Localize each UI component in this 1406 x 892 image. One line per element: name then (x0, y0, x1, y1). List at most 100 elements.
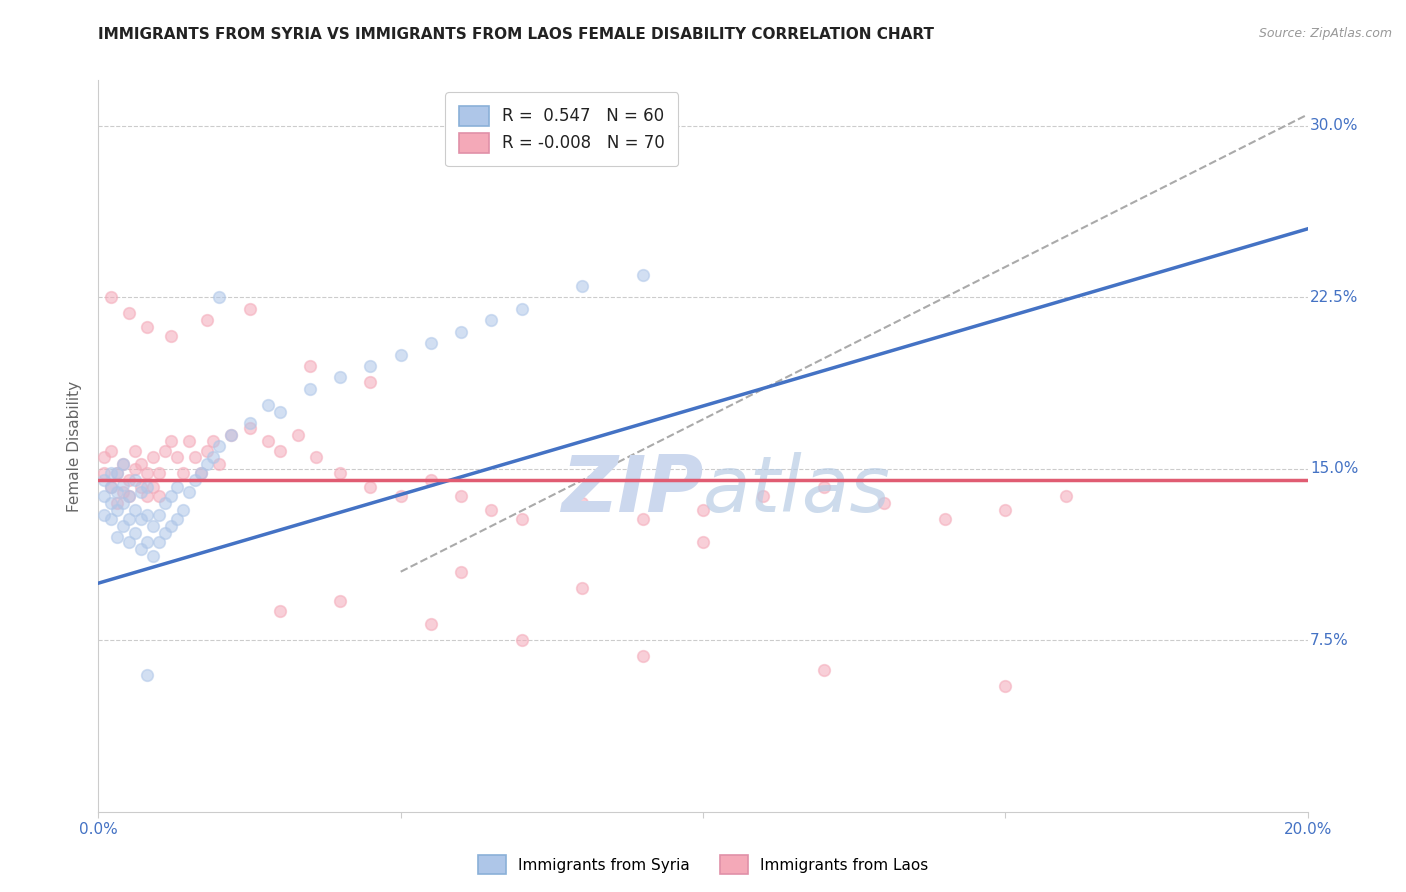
Point (160, 489, 183, 503)
Point (450, 489, 472, 503)
Legend: R =  0.547   N = 60, R = -0.008   N = 70: R = 0.547 N = 60, R = -0.008 N = 70 (446, 92, 678, 166)
Point (208, 458, 231, 472)
Point (360, 480, 382, 494)
Point (135, 489, 157, 503)
Point (100, 290, 122, 304)
Point (269, 443, 291, 458)
Point (172, 503, 194, 517)
Point (135, 535, 157, 549)
Point (129, 480, 152, 494)
Point (419, 617, 441, 632)
Point (994, 679, 1017, 693)
Point (160, 519, 183, 533)
Point (160, 329, 183, 343)
Legend: Immigrants from Syria, Immigrants from Laos: Immigrants from Syria, Immigrants from L… (472, 849, 934, 880)
Text: 7.5%: 7.5% (1310, 632, 1348, 648)
Point (329, 370, 352, 384)
Point (184, 450, 207, 465)
Point (239, 416, 262, 430)
Point (184, 473, 207, 487)
Point (692, 503, 714, 517)
Y-axis label: Female Disability: Female Disability (67, 380, 83, 512)
Point (813, 480, 835, 494)
Point (873, 496, 896, 510)
Point (118, 489, 141, 503)
Point (195, 458, 218, 472)
Point (221, 427, 243, 442)
Text: Source: ZipAtlas.com: Source: ZipAtlas.com (1258, 27, 1392, 40)
Point (135, 467, 157, 481)
Point (142, 549, 165, 563)
Point (510, 512, 533, 526)
Point (118, 535, 141, 549)
Point (360, 359, 382, 373)
Point (287, 427, 309, 442)
Point (142, 519, 165, 533)
Point (129, 541, 152, 556)
Point (111, 478, 134, 492)
Point (256, 434, 278, 449)
Point (148, 535, 170, 549)
Point (111, 519, 134, 533)
Point (631, 268, 654, 282)
Point (129, 512, 152, 526)
Point (571, 279, 593, 293)
Text: 15.0%: 15.0% (1310, 461, 1358, 476)
Point (571, 496, 593, 510)
Point (221, 427, 243, 442)
Point (481, 503, 503, 517)
Point (195, 443, 218, 458)
Point (994, 503, 1017, 517)
Point (135, 667, 157, 681)
Point (208, 439, 231, 453)
Point (124, 525, 146, 540)
Point (360, 375, 382, 389)
Point (1054, 489, 1077, 503)
Point (135, 480, 157, 494)
Point (118, 489, 141, 503)
Point (419, 336, 441, 351)
Point (389, 347, 412, 362)
Point (111, 484, 134, 499)
Point (177, 434, 201, 449)
Point (135, 320, 157, 334)
Point (153, 496, 176, 510)
Point (195, 313, 218, 327)
Point (118, 512, 141, 526)
Point (111, 496, 134, 510)
Point (450, 565, 472, 579)
Point (100, 480, 122, 494)
Point (148, 508, 170, 522)
Point (166, 450, 188, 465)
Point (269, 603, 291, 617)
Point (166, 480, 188, 494)
Point (100, 496, 122, 510)
Point (510, 633, 533, 648)
Point (124, 462, 146, 476)
Point (93, 450, 115, 465)
Point (190, 467, 212, 481)
Point (105, 530, 128, 544)
Point (100, 467, 122, 481)
Point (148, 489, 170, 503)
Point (160, 434, 183, 449)
Point (105, 467, 128, 481)
Point (124, 473, 146, 487)
Point (299, 359, 322, 373)
Point (105, 484, 128, 499)
Point (190, 467, 212, 481)
Point (305, 450, 328, 465)
Point (752, 489, 775, 503)
Point (129, 458, 152, 472)
Text: atlas: atlas (703, 452, 891, 528)
Point (269, 405, 291, 419)
Point (111, 458, 134, 472)
Point (148, 467, 170, 481)
Point (510, 301, 533, 316)
Point (124, 503, 146, 517)
Point (177, 484, 201, 499)
Point (153, 525, 176, 540)
Point (481, 313, 503, 327)
Point (105, 503, 128, 517)
Point (93, 473, 115, 487)
